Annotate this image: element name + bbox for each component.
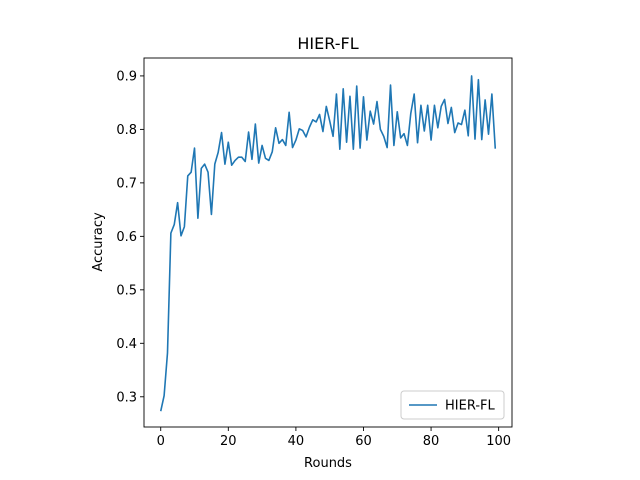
x-tick-label: 20 [220, 434, 237, 449]
axes-frame [143, 57, 513, 428]
y-tick-label: 0.7 [116, 176, 137, 191]
y-tick-label: 0.9 [116, 69, 137, 84]
y-tick-label: 0.6 [116, 230, 137, 245]
legend-label: HIER-FL [445, 399, 495, 414]
plot-area: 0 20 40 60 80 100 0.3 0.4 0.5 0.6 0.7 0.8 0.9 HIER-FL [116, 57, 513, 449]
y-tick-label: 0.8 [116, 123, 137, 138]
x-tick-label: 60 [355, 434, 372, 449]
series-line-0 [159, 75, 497, 412]
y-tick-label: 0.4 [116, 337, 137, 352]
y-tick-label: 0.5 [116, 283, 137, 298]
x-tick-label: 80 [423, 434, 440, 449]
x-tick-label: 40 [288, 434, 305, 449]
x-tick-label: 0 [157, 434, 165, 449]
y-tick-label: 0.3 [116, 390, 137, 405]
legend-box [400, 390, 505, 420]
y-axis-label: Accuracy [91, 212, 106, 272]
x-tick-label: 100 [486, 434, 511, 449]
x-axis-label: Rounds [304, 456, 352, 471]
chart-title: HIER-FL [297, 34, 358, 53]
